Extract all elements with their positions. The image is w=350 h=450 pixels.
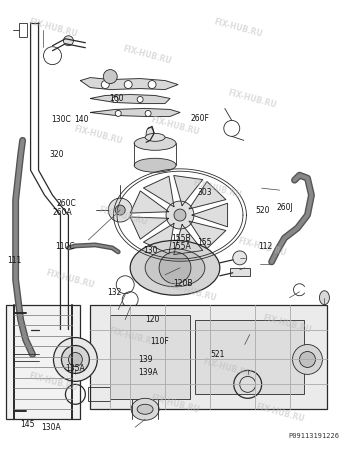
Text: FIX-HUB.RU: FIX-HUB.RU <box>191 178 242 200</box>
Polygon shape <box>192 203 228 227</box>
Text: 120: 120 <box>145 315 160 324</box>
Text: FIX-HUB.RU: FIX-HUB.RU <box>150 116 200 137</box>
Text: 130A: 130A <box>41 423 61 432</box>
Ellipse shape <box>137 404 153 414</box>
Text: P09113191226: P09113191226 <box>288 433 340 439</box>
Text: FIX-HUB.RU: FIX-HUB.RU <box>108 326 159 348</box>
Text: 320: 320 <box>49 150 64 159</box>
Circle shape <box>112 96 118 103</box>
Text: FIX-HUB.RU: FIX-HUB.RU <box>202 358 253 379</box>
Circle shape <box>115 110 121 117</box>
Bar <box>88 387 110 401</box>
Text: 120B: 120B <box>173 279 193 288</box>
Ellipse shape <box>134 158 176 172</box>
Circle shape <box>62 346 89 374</box>
Polygon shape <box>189 181 226 209</box>
Text: 260C: 260C <box>56 199 76 208</box>
Text: 110F: 110F <box>150 337 169 346</box>
Circle shape <box>103 70 117 84</box>
Circle shape <box>108 198 132 222</box>
Text: 140: 140 <box>74 115 89 124</box>
Circle shape <box>166 201 194 229</box>
Circle shape <box>293 345 322 374</box>
Ellipse shape <box>320 291 329 305</box>
Polygon shape <box>80 77 178 90</box>
Circle shape <box>159 252 191 284</box>
Text: 155A: 155A <box>172 242 191 251</box>
Text: 135A: 135A <box>65 364 85 373</box>
Polygon shape <box>174 176 203 206</box>
Text: 303: 303 <box>198 188 212 197</box>
Circle shape <box>68 352 82 366</box>
Bar <box>230 268 250 276</box>
Text: 132: 132 <box>107 288 121 297</box>
Circle shape <box>148 81 156 89</box>
Text: FIX-HUB.RU: FIX-HUB.RU <box>97 205 148 227</box>
Ellipse shape <box>131 398 159 420</box>
Circle shape <box>145 110 151 117</box>
Text: FIX-HUB.RU: FIX-HUB.RU <box>73 125 124 146</box>
Polygon shape <box>90 94 170 104</box>
Polygon shape <box>130 217 169 239</box>
Text: 260A: 260A <box>53 208 73 217</box>
Polygon shape <box>130 191 169 213</box>
Text: 260J: 260J <box>276 203 293 212</box>
Polygon shape <box>90 108 180 117</box>
Circle shape <box>28 306 43 323</box>
Polygon shape <box>189 221 226 248</box>
Text: FIX-HUB.RU: FIX-HUB.RU <box>28 371 78 393</box>
Text: 111: 111 <box>8 256 22 266</box>
Bar <box>90 305 327 409</box>
Ellipse shape <box>145 249 205 287</box>
Text: FIX-HUB.RU: FIX-HUB.RU <box>254 402 305 424</box>
Text: 112: 112 <box>259 242 273 251</box>
Text: FIX-HUB.RU: FIX-HUB.RU <box>150 393 200 415</box>
Bar <box>110 315 190 399</box>
Bar <box>19 23 27 37</box>
Text: FIX-HUB.RU: FIX-HUB.RU <box>122 44 173 66</box>
Bar <box>6 305 80 419</box>
Text: 145: 145 <box>20 420 34 429</box>
Text: FIX-HUB.RU: FIX-HUB.RU <box>261 313 312 334</box>
Text: 155B: 155B <box>172 234 191 243</box>
Circle shape <box>115 205 125 215</box>
Circle shape <box>300 351 315 368</box>
Circle shape <box>54 338 97 382</box>
Text: 130: 130 <box>144 247 158 256</box>
Circle shape <box>101 81 109 89</box>
Text: FIX-HUB.RU: FIX-HUB.RU <box>28 17 78 39</box>
Text: 521: 521 <box>210 351 224 360</box>
Text: FIX-HUB.RU: FIX-HUB.RU <box>237 237 287 258</box>
Circle shape <box>233 251 247 265</box>
Text: 260F: 260F <box>191 114 210 123</box>
Text: 160: 160 <box>109 94 123 103</box>
Polygon shape <box>174 225 203 255</box>
Text: FIX-HUB.RU: FIX-HUB.RU <box>167 281 218 303</box>
Circle shape <box>137 96 143 103</box>
Text: 130C: 130C <box>51 115 71 124</box>
Text: FIX-HUB.RU: FIX-HUB.RU <box>45 268 96 290</box>
Circle shape <box>174 209 186 221</box>
Text: 155: 155 <box>198 238 212 247</box>
Text: 139A: 139A <box>138 368 158 377</box>
Ellipse shape <box>145 133 165 141</box>
Text: 110C: 110C <box>55 242 74 251</box>
Polygon shape <box>144 223 174 254</box>
Text: FIX-HUB.RU: FIX-HUB.RU <box>226 89 277 110</box>
Ellipse shape <box>134 136 176 150</box>
Circle shape <box>63 36 74 46</box>
Bar <box>195 320 304 394</box>
Circle shape <box>124 81 132 89</box>
Ellipse shape <box>130 240 220 295</box>
Text: 520: 520 <box>255 206 270 215</box>
Ellipse shape <box>146 127 154 141</box>
Text: 139: 139 <box>138 355 153 364</box>
Text: FIX-HUB.RU: FIX-HUB.RU <box>212 17 263 39</box>
Polygon shape <box>144 176 174 207</box>
